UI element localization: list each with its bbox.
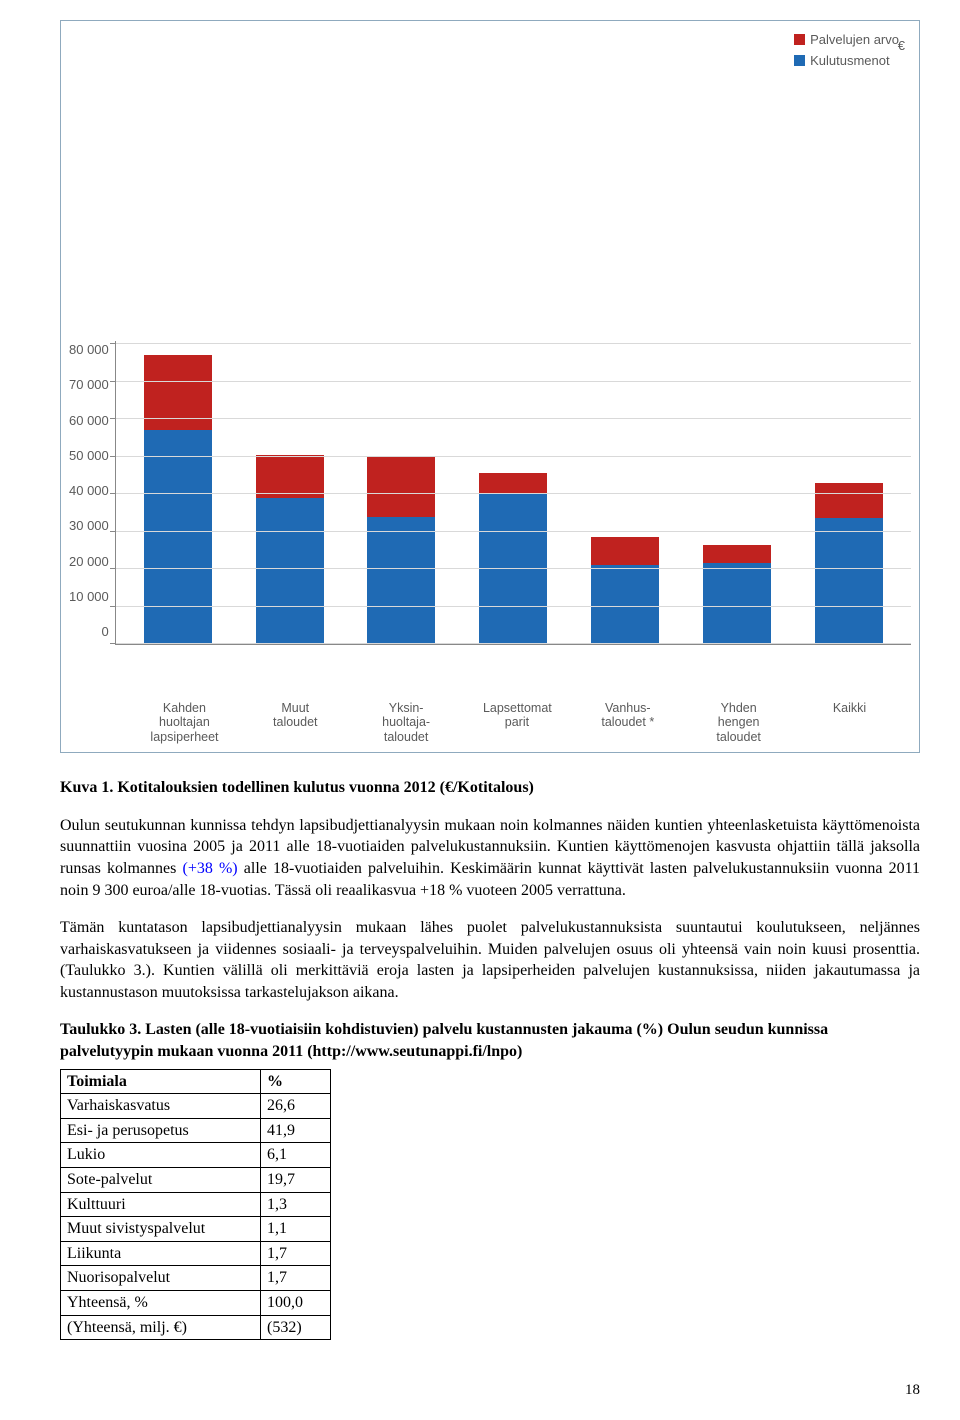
table-col-header: % xyxy=(261,1069,331,1094)
y-tick-label: 50 000 xyxy=(69,447,109,465)
grid-line xyxy=(116,568,911,569)
legend-swatch-blue xyxy=(794,55,805,66)
bar-segment-red xyxy=(479,473,547,494)
y-tick-label: 70 000 xyxy=(69,376,109,394)
y-axis-unit: € xyxy=(69,37,911,337)
paragraph-2: Tämän kuntatason lapsibudjettianalyysin … xyxy=(60,917,920,1003)
table-row: Liikunta1,7 xyxy=(61,1241,331,1266)
table-cell: Sote-palvelut xyxy=(61,1168,261,1193)
grid-line xyxy=(116,493,911,494)
page-number: 18 xyxy=(60,1380,920,1400)
bar xyxy=(256,455,324,644)
legend-label: Kulutusmenot xyxy=(810,52,890,70)
bar-segment-red xyxy=(367,457,435,517)
table-header-row: Toimiala % xyxy=(61,1069,331,1094)
data-table: Toimiala % Varhaiskasvatus26,6Esi- ja pe… xyxy=(60,1069,331,1341)
legend-item: Palvelujen arvo xyxy=(794,31,899,49)
grid-line xyxy=(116,643,911,644)
table-cell: Esi- ja perusopetus xyxy=(61,1118,261,1143)
bar-segment-blue xyxy=(479,494,547,644)
y-tick-label: 0 xyxy=(102,623,109,641)
legend: Palvelujen arvo Kulutusmenot xyxy=(794,31,899,72)
table-cell: Kulttuuri xyxy=(61,1192,261,1217)
x-axis-label: Kahden huoltajan lapsiperheet xyxy=(150,701,218,744)
legend-label: Palvelujen arvo xyxy=(810,31,899,49)
table-row: Sote-palvelut19,7 xyxy=(61,1168,331,1193)
chart-inner: 80 000 70 000 60 000 50 000 40 000 30 000 20 0… xyxy=(69,337,911,697)
table-cell: (532) xyxy=(261,1315,331,1340)
table-row: Yhteensä, %100,0 xyxy=(61,1291,331,1316)
para1-blue: (+38 %) xyxy=(182,860,237,877)
bar xyxy=(479,473,547,644)
table-row: Kulttuuri1,3 xyxy=(61,1192,331,1217)
table-cell: 1,1 xyxy=(261,1217,331,1242)
x-axis-label: Vanhus-taloudet * xyxy=(594,701,662,744)
bar xyxy=(367,457,435,645)
grid-line xyxy=(116,606,911,607)
bar xyxy=(815,483,883,644)
table-heading: Taulukko 3. Lasten (alle 18-vuotiaisiin … xyxy=(60,1019,920,1062)
bar-segment-blue xyxy=(256,498,324,644)
table-row: (Yhteensä, milj. €)(532) xyxy=(61,1315,331,1340)
table-cell: Yhteensä, % xyxy=(61,1291,261,1316)
table-cell: Lukio xyxy=(61,1143,261,1168)
bar xyxy=(703,545,771,644)
bar-segment-blue xyxy=(703,563,771,644)
x-axis-label: Lapsettomat parit xyxy=(483,701,551,744)
table-cell: 1,7 xyxy=(261,1241,331,1266)
y-tick-label: 80 000 xyxy=(69,341,109,359)
table-cell: 1,7 xyxy=(261,1266,331,1291)
y-tick-label: 10 000 xyxy=(69,588,109,606)
legend-swatch-red xyxy=(794,34,805,45)
bar-segment-red xyxy=(591,537,659,565)
table-row: Esi- ja perusopetus41,9 xyxy=(61,1118,331,1143)
table-cell: Muut sivistyspalvelut xyxy=(61,1217,261,1242)
y-tick-label: 20 000 xyxy=(69,553,109,571)
table-row: Varhaiskasvatus26,6 xyxy=(61,1094,331,1119)
x-axis-label: Muut taloudet xyxy=(261,701,329,744)
table-cell: 26,6 xyxy=(261,1094,331,1119)
x-axis-label: Kaikki xyxy=(815,701,883,744)
bar-segment-blue xyxy=(815,518,883,644)
bar-segment-red xyxy=(256,455,324,498)
table-cell: Liikunta xyxy=(61,1241,261,1266)
grid-line xyxy=(116,418,911,419)
bar xyxy=(144,355,212,644)
x-axis-labels: Kahden huoltajan lapsiperheet Muut taloud… xyxy=(123,697,911,744)
bar-segment-red xyxy=(703,545,771,564)
bar-segment-red xyxy=(144,355,212,430)
table-col-header: Toimiala xyxy=(61,1069,261,1094)
y-axis: 80 000 70 000 60 000 50 000 40 000 30 000 20 0… xyxy=(69,341,115,641)
grid-line xyxy=(116,531,911,532)
caption-lead: Kuva 1. Kotitalouksien todellinen kulutu… xyxy=(60,779,534,796)
figure-caption: Kuva 1. Kotitalouksien todellinen kulutu… xyxy=(60,777,920,799)
table-cell: 19,7 xyxy=(261,1168,331,1193)
paragraph-1: Oulun seutukunnan kunnissa tehdyn lapsib… xyxy=(60,815,920,901)
legend-item: Kulutusmenot xyxy=(794,52,899,70)
table-cell: 1,3 xyxy=(261,1192,331,1217)
grid-line xyxy=(116,456,911,457)
table-cell: Nuorisopalvelut xyxy=(61,1266,261,1291)
table-cell: 100,0 xyxy=(261,1291,331,1316)
chart-container: € 80 000 70 000 60 000 50 000 40 000 30 000 20… xyxy=(60,20,920,753)
table-row: Muut sivistyspalvelut1,1 xyxy=(61,1217,331,1242)
table-cell: 41,9 xyxy=(261,1118,331,1143)
plot-area xyxy=(115,341,911,645)
grid-line xyxy=(116,381,911,382)
bar xyxy=(591,537,659,644)
x-axis-label: Yhden hengen taloudet xyxy=(705,701,773,744)
bar-segment-blue xyxy=(144,430,212,644)
y-tick-label: 60 000 xyxy=(69,412,109,430)
y-tick-label: 30 000 xyxy=(69,517,109,535)
table-row: Lukio6,1 xyxy=(61,1143,331,1168)
table-row: Nuorisopalvelut1,7 xyxy=(61,1266,331,1291)
y-tick-label: 40 000 xyxy=(69,482,109,500)
bar-segment-blue xyxy=(367,517,435,645)
x-axis-label: Yksin-huoltaja-taloudet xyxy=(372,701,440,744)
table-cell: (Yhteensä, milj. €) xyxy=(61,1315,261,1340)
grid-line xyxy=(116,343,911,344)
table-cell: Varhaiskasvatus xyxy=(61,1094,261,1119)
table-cell: 6,1 xyxy=(261,1143,331,1168)
bar-segment-red xyxy=(815,483,883,519)
